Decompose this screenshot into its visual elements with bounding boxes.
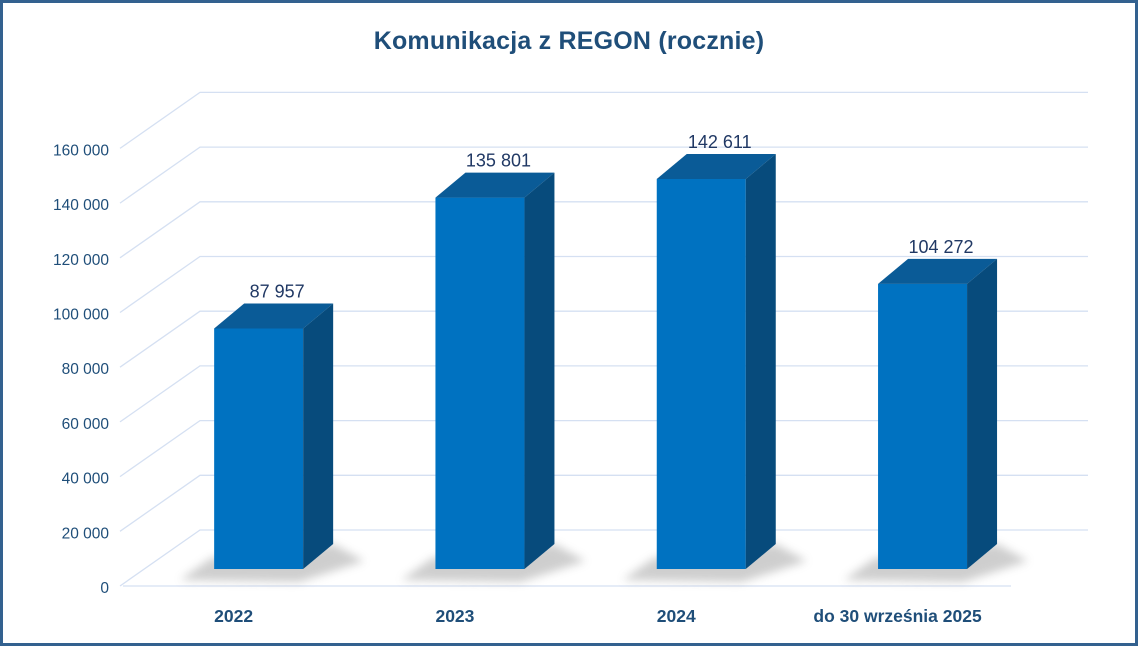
bar-side-face <box>524 172 555 569</box>
gridline <box>119 310 1088 368</box>
bar-value-label: 135 801 <box>466 151 531 171</box>
gridline <box>119 201 1088 259</box>
y-axis-tick-label: 80 000 <box>62 361 110 378</box>
y-axis-tick-label: 60 000 <box>62 416 110 433</box>
bar-front-face <box>435 197 525 569</box>
bar-side-face <box>967 258 998 569</box>
bar-top-face <box>878 258 998 284</box>
y-axis-tick-label: 40 000 <box>62 471 110 488</box>
bar-side-face <box>303 303 334 569</box>
chart-title: Komunikacja z REGON (rocznie) <box>373 27 765 55</box>
chart-canvas: 0 20 000 40 000 60 000 80 000 100 000 120 000 1… <box>53 91 1088 626</box>
bar-top-face <box>214 303 334 329</box>
gridline <box>119 365 1088 423</box>
labels-layer: 0 20 000 40 000 60 000 80 000 100 000 120 000 1… <box>53 132 982 626</box>
x-axis-category-label: 2022 <box>214 606 253 626</box>
bar-side-face <box>745 153 776 569</box>
gridline <box>119 255 1088 314</box>
bars-layer <box>214 153 998 569</box>
bar-front-face <box>878 283 968 569</box>
x-axis-category-label: 2024 <box>657 606 696 626</box>
bar-value-label: 142 611 <box>688 132 752 152</box>
x-axis-category-label: do 30 września 2025 <box>813 606 982 626</box>
y-axis-tick-label: 120 000 <box>53 252 109 269</box>
bar-front-face <box>214 328 304 569</box>
y-axis-tick-label: 20 000 <box>62 525 110 542</box>
bar-front-face <box>656 178 746 569</box>
bar-value-label: 104 272 <box>909 237 974 257</box>
gridlines-layer <box>119 91 1088 587</box>
y-axis-tick-label: 0 <box>100 580 109 597</box>
bar-value-label: 87 957 <box>250 281 305 301</box>
bar-top-face <box>435 172 555 198</box>
gridline <box>119 529 1088 587</box>
y-axis-tick-label: 160 000 <box>53 142 109 159</box>
gridline <box>119 419 1088 478</box>
y-axis-tick-label: 100 000 <box>53 307 109 324</box>
gridline <box>119 91 1088 149</box>
gridline <box>119 146 1088 204</box>
bar-top-face <box>656 153 776 179</box>
x-axis-category-label: 2023 <box>435 606 474 626</box>
gridline <box>119 474 1088 532</box>
y-axis-tick-label: 140 000 <box>53 197 109 214</box>
